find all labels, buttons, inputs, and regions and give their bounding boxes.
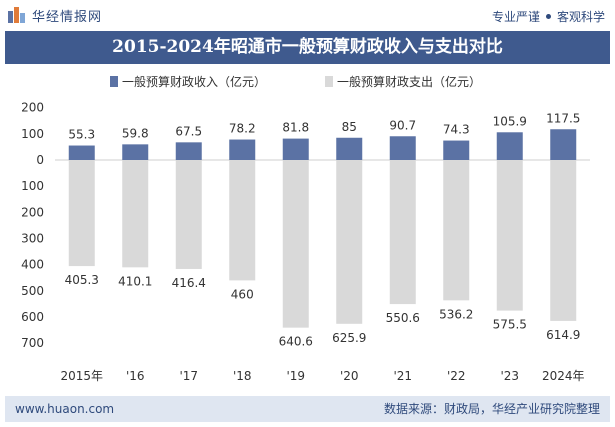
data-label-revenue: 81.8 bbox=[282, 121, 309, 135]
data-label-expenditure: 536.2 bbox=[439, 307, 473, 321]
tag-objective: 客观科学 bbox=[556, 10, 605, 24]
bar-expenditure bbox=[175, 160, 202, 269]
dot-separator-icon bbox=[545, 14, 551, 19]
bar-revenue bbox=[336, 137, 363, 160]
data-label-revenue: 78.2 bbox=[229, 122, 256, 136]
chart-title: 2015-2024年昭通市一般预算财政收入与支出对比 bbox=[5, 31, 610, 64]
x-tick-label: '19 bbox=[286, 369, 305, 383]
data-label-revenue: 55.3 bbox=[68, 128, 95, 142]
x-tick-label: '23 bbox=[500, 369, 519, 383]
data-label-expenditure: 575.5 bbox=[493, 318, 527, 332]
bar-expenditure bbox=[68, 160, 95, 267]
legend-label-revenue: 一般预算财政收入（亿元） bbox=[122, 74, 266, 89]
data-label-expenditure: 410.1 bbox=[118, 274, 152, 288]
bar-expenditure bbox=[550, 160, 577, 321]
data-label-revenue: 117.5 bbox=[546, 111, 580, 125]
bar-revenue bbox=[122, 144, 149, 160]
y-tick-label: 500 bbox=[21, 284, 44, 298]
y-tick-label: 100 bbox=[21, 179, 44, 193]
bar-revenue bbox=[282, 138, 309, 160]
data-label-revenue: 59.8 bbox=[122, 126, 149, 140]
data-label-revenue: 85 bbox=[342, 120, 357, 134]
y-tick-label: 0 bbox=[36, 153, 44, 167]
bar-revenue bbox=[550, 129, 577, 160]
bar-expenditure bbox=[389, 160, 416, 305]
data-label-expenditure: 614.9 bbox=[546, 328, 580, 342]
data-label-expenditure: 550.6 bbox=[386, 311, 420, 325]
y-tick-label: 400 bbox=[21, 258, 44, 272]
x-tick-label: 2015年 bbox=[60, 369, 103, 383]
x-tick-label: '22 bbox=[447, 369, 466, 383]
x-tick-label: '18 bbox=[233, 369, 252, 383]
y-tick-label: 300 bbox=[21, 232, 44, 246]
bar-revenue bbox=[68, 145, 95, 160]
bar-expenditure bbox=[496, 160, 523, 311]
x-tick-label: '20 bbox=[340, 369, 359, 383]
top-bar: 华经情报网 专业严谨 客观科学 bbox=[0, 0, 615, 30]
bar-revenue bbox=[229, 139, 256, 160]
x-tick-label: 2024年 bbox=[542, 369, 585, 383]
bar-expenditure bbox=[336, 160, 363, 324]
x-tick-label: '21 bbox=[393, 369, 412, 383]
x-tick-label: '17 bbox=[179, 369, 198, 383]
bar-expenditure bbox=[229, 160, 256, 281]
brand-name: 华经情报网 bbox=[32, 10, 103, 25]
bar-expenditure bbox=[282, 160, 309, 328]
brand-logo: 华经情报网 bbox=[8, 6, 102, 25]
data-label-expenditure: 640.6 bbox=[279, 335, 313, 349]
data-label-revenue: 90.7 bbox=[389, 118, 416, 132]
data-label-expenditure: 460 bbox=[231, 287, 254, 301]
footer-bar: www.huaon.com 数据来源：财政局，华经产业研究院整理 bbox=[5, 396, 610, 422]
data-label-expenditure: 405.3 bbox=[65, 273, 99, 287]
data-label-revenue: 74.3 bbox=[443, 123, 470, 137]
bar-revenue bbox=[496, 132, 523, 160]
bar-revenue bbox=[175, 142, 202, 160]
data-label-expenditure: 416.4 bbox=[172, 276, 206, 290]
footer-url: www.huaon.com bbox=[15, 402, 115, 416]
y-tick-label: 100 bbox=[21, 127, 44, 141]
y-tick-label: 200 bbox=[21, 205, 44, 219]
legend-swatch-expenditure bbox=[325, 76, 333, 87]
tag-professional: 专业严谨 bbox=[491, 10, 540, 24]
data-label-revenue: 67.5 bbox=[175, 124, 202, 138]
x-tick-label: '16 bbox=[126, 369, 145, 383]
footer-source: 数据来源：财政局，华经产业研究院整理 bbox=[383, 402, 600, 416]
y-tick-label: 200 bbox=[21, 101, 44, 115]
bar-expenditure bbox=[443, 160, 470, 301]
data-label-revenue: 105.9 bbox=[493, 114, 527, 128]
y-tick-label: 700 bbox=[21, 336, 44, 350]
data-label-expenditure: 625.9 bbox=[332, 331, 366, 345]
y-tick-label: 600 bbox=[21, 310, 44, 324]
legend-swatch-revenue bbox=[110, 76, 118, 87]
legend-label-expenditure: 一般预算财政支出（亿元） bbox=[337, 74, 481, 89]
brand-tags: 专业严谨 客观科学 bbox=[492, 8, 605, 25]
bar-revenue bbox=[443, 140, 470, 160]
bar-expenditure bbox=[122, 160, 149, 268]
brand-logo-icon bbox=[8, 6, 26, 25]
bar-revenue bbox=[389, 136, 416, 160]
